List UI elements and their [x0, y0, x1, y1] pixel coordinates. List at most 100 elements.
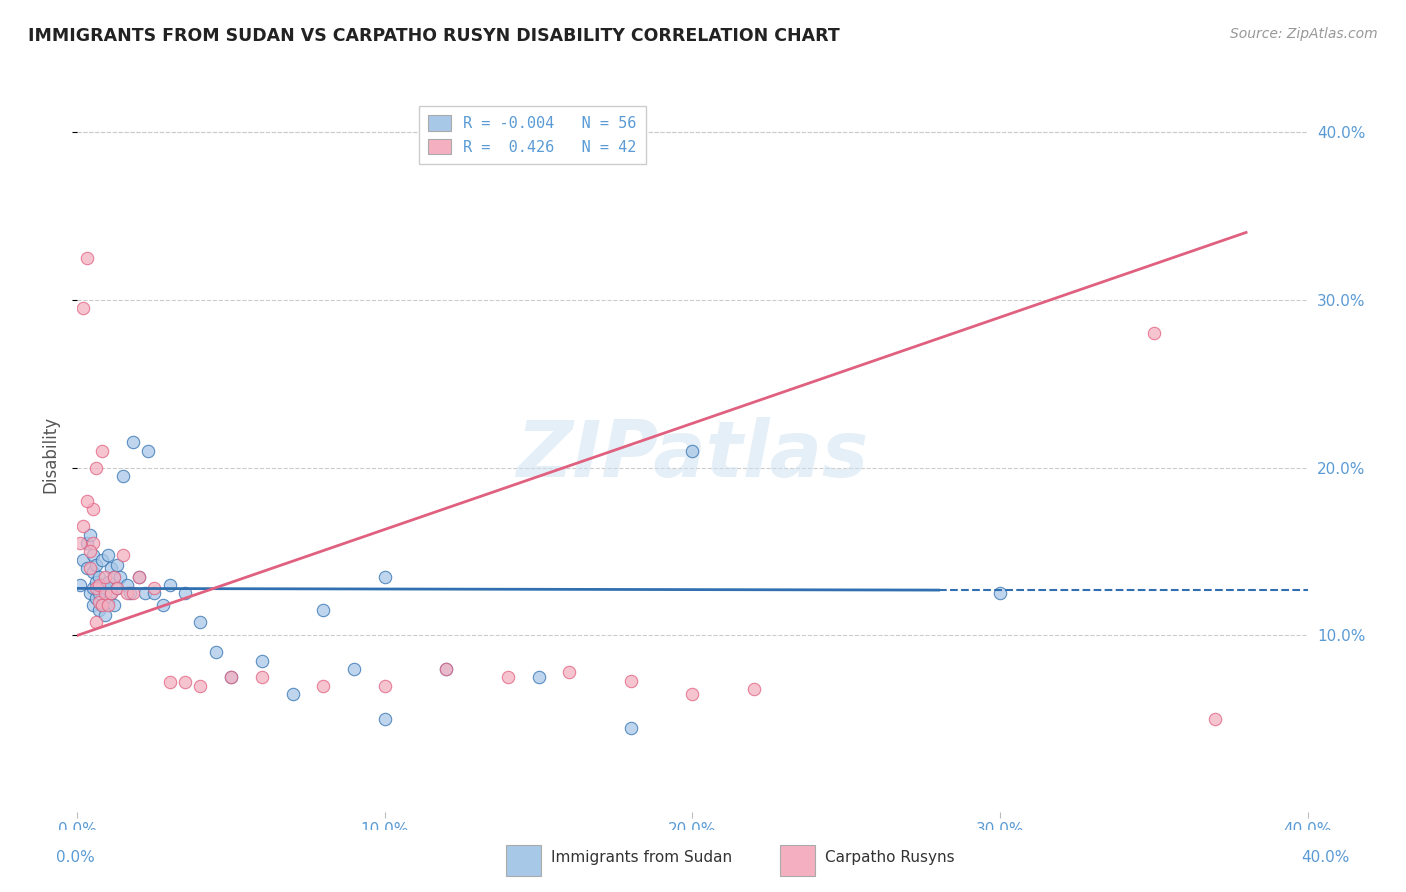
Point [219, 670, 242, 684]
Point [94, 569, 117, 583]
Point [82, 582, 104, 596]
Point [72, 301, 94, 315]
Point [988, 586, 1011, 600]
Point [94, 586, 117, 600]
Point [620, 673, 643, 688]
Point [72, 519, 94, 533]
Point [112, 469, 135, 483]
Point [188, 615, 212, 629]
Point [204, 645, 226, 659]
Point [79, 561, 101, 575]
Point [121, 586, 143, 600]
Point [84, 591, 107, 606]
Point [558, 665, 581, 680]
Point [97, 598, 120, 612]
Point [188, 679, 212, 693]
Point [118, 586, 141, 600]
Point [250, 654, 273, 668]
Point [82, 548, 104, 562]
Point [343, 662, 366, 676]
Point [105, 582, 128, 596]
Point [105, 558, 128, 572]
FancyBboxPatch shape [780, 846, 815, 876]
Legend: R = -0.004   N = 56, R =  0.426   N = 42: R = -0.004 N = 56, R = 0.426 N = 42 [419, 106, 645, 164]
Point [620, 721, 643, 735]
Point [219, 670, 242, 684]
Point [90, 578, 114, 592]
Point [112, 548, 135, 562]
Point [143, 582, 166, 596]
Point [94, 582, 117, 596]
Point [87, 603, 110, 617]
Point [136, 443, 159, 458]
Point [374, 712, 396, 726]
Point [79, 586, 101, 600]
Point [143, 586, 166, 600]
Text: 0.0%: 0.0% [56, 850, 96, 865]
Point [76, 494, 98, 508]
Point [97, 595, 120, 609]
Point [84, 558, 107, 572]
Point [103, 598, 125, 612]
Point [79, 544, 101, 558]
Point [103, 569, 125, 583]
Point [159, 675, 181, 690]
Point [97, 548, 120, 562]
Point [90, 598, 114, 612]
Point [82, 565, 104, 579]
Point [84, 582, 107, 596]
Point [115, 578, 138, 592]
Text: Immigrants from Sudan: Immigrants from Sudan [551, 850, 733, 865]
Point [90, 598, 114, 612]
Point [84, 460, 107, 475]
Point [82, 536, 104, 550]
Point [87, 595, 110, 609]
Text: 40.0%: 40.0% [1302, 850, 1350, 865]
Point [152, 598, 174, 612]
Point [87, 569, 110, 583]
Point [174, 586, 197, 600]
Point [174, 675, 197, 690]
Point [527, 670, 550, 684]
Point [97, 574, 120, 589]
Point [94, 608, 117, 623]
Point [100, 586, 122, 600]
Point [682, 687, 704, 701]
Point [90, 443, 114, 458]
Point [742, 682, 765, 697]
Point [69, 578, 91, 592]
Point [121, 435, 143, 450]
Point [115, 586, 138, 600]
Point [312, 679, 335, 693]
Point [103, 569, 125, 583]
Point [76, 536, 98, 550]
Point [374, 569, 396, 583]
Point [312, 603, 335, 617]
Point [84, 615, 107, 629]
Point [110, 569, 132, 583]
Point [100, 586, 122, 600]
Point [374, 679, 396, 693]
Point [1143, 326, 1166, 341]
Point [82, 502, 104, 516]
Point [87, 578, 110, 592]
Point [105, 582, 128, 596]
Point [128, 569, 150, 583]
Point [496, 670, 519, 684]
Point [76, 561, 98, 575]
Y-axis label: Disability: Disability [41, 417, 59, 493]
Text: Carpatho Rusyns: Carpatho Rusyns [825, 850, 955, 865]
Point [281, 687, 304, 701]
Point [100, 561, 122, 575]
Text: ZIPatlas: ZIPatlas [516, 417, 869, 493]
Point [159, 578, 181, 592]
Point [1204, 712, 1226, 726]
Point [128, 569, 150, 583]
Point [436, 662, 458, 676]
Point [87, 586, 110, 600]
Point [84, 574, 107, 589]
Point [69, 536, 91, 550]
FancyBboxPatch shape [506, 846, 541, 876]
Point [90, 553, 114, 567]
Point [682, 443, 704, 458]
